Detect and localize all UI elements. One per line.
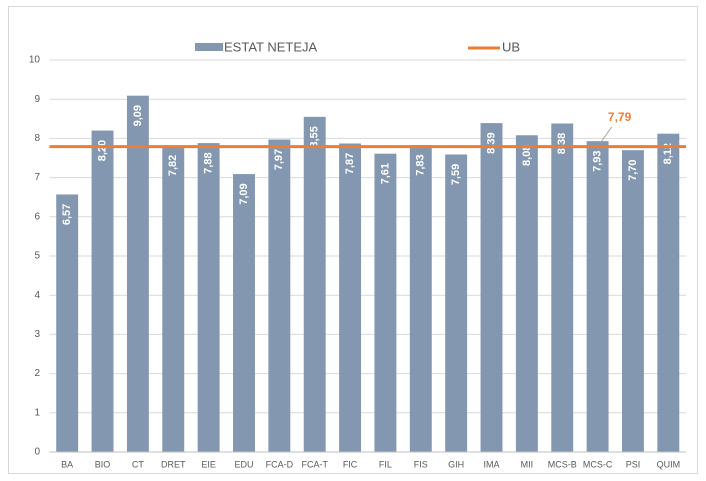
x-tick-label: MCS-B: [548, 459, 577, 469]
data-label: 7,97: [273, 149, 285, 170]
data-label: 8,38: [556, 133, 568, 154]
bar: [621, 150, 644, 452]
bar: [657, 133, 680, 453]
y-tick-label: 3: [34, 329, 40, 340]
data-label: 8,08: [521, 145, 533, 166]
data-label: 7,59: [450, 164, 462, 185]
bar: [374, 153, 397, 453]
bar: [515, 135, 538, 453]
legend-swatch: [195, 43, 223, 51]
data-label: 7,61: [379, 163, 391, 184]
x-tick-label: BIO: [95, 459, 111, 469]
x-tick-label: FIC: [343, 459, 358, 469]
y-tick-label: 0: [34, 447, 40, 458]
y-tick-label: 1: [34, 407, 40, 418]
bar: [303, 116, 326, 452]
y-tick-label: 6: [34, 211, 40, 222]
data-label: 7,82: [167, 155, 179, 176]
bar: [480, 123, 503, 452]
y-tick-label: 8: [34, 133, 40, 144]
y-tick-label: 2: [34, 368, 40, 379]
annotation-leader: [600, 126, 613, 143]
x-tick-label: CT: [132, 459, 144, 469]
x-tick-label: FIS: [414, 459, 428, 469]
bar: [91, 130, 114, 452]
data-label: 8,12: [662, 143, 674, 164]
bar: [409, 145, 432, 452]
data-label: 7,93: [592, 150, 604, 171]
x-tick-label: DRET: [161, 459, 186, 469]
data-label: 8,20: [96, 140, 108, 161]
bar: [197, 143, 220, 452]
data-label: 7,87: [344, 153, 356, 174]
x-tick-label: MII: [521, 459, 534, 469]
y-tick-label: 4: [34, 290, 40, 301]
bar: [233, 174, 255, 452]
bar: [162, 145, 185, 452]
y-tick-label: 5: [34, 251, 40, 262]
x-tick-label: FCA-D: [266, 459, 294, 469]
bar: [551, 123, 574, 452]
x-tick-label: FCA-T: [301, 459, 328, 469]
x-tick-label: IMA: [484, 459, 500, 469]
data-label: 7,09: [238, 183, 250, 204]
data-label: 7,70: [627, 159, 639, 180]
data-label: 8,55: [309, 126, 321, 147]
reference-label: 7,79: [608, 110, 632, 124]
x-tick-label: GIH: [448, 459, 464, 469]
data-label: 9,09: [132, 105, 144, 126]
x-tick-label: BA: [61, 459, 73, 469]
bar: [445, 154, 468, 453]
x-tick-label: MCS-C: [583, 459, 613, 469]
y-tick-label: 9: [34, 94, 40, 105]
bar: [56, 194, 79, 452]
y-tick-label: 7: [34, 172, 40, 183]
data-label: 8,39: [485, 132, 497, 153]
legend-label: ESTAT NETEJA: [224, 39, 318, 54]
x-tick-label: PSI: [626, 459, 641, 469]
data-label: 6,57: [61, 204, 73, 225]
bar: [339, 143, 362, 452]
x-tick-label: QUIM: [657, 459, 681, 469]
legend-label: UB: [502, 39, 520, 54]
x-tick-label: FIL: [379, 459, 392, 469]
bar: [586, 141, 609, 453]
data-label: 7,83: [415, 154, 427, 175]
x-tick-label: EDU: [234, 459, 253, 469]
bar: [126, 95, 149, 452]
x-tick-label: EIE: [201, 459, 216, 469]
data-label: 7,88: [203, 152, 215, 173]
y-tick-label: 10: [29, 55, 41, 66]
bar: [268, 139, 291, 453]
